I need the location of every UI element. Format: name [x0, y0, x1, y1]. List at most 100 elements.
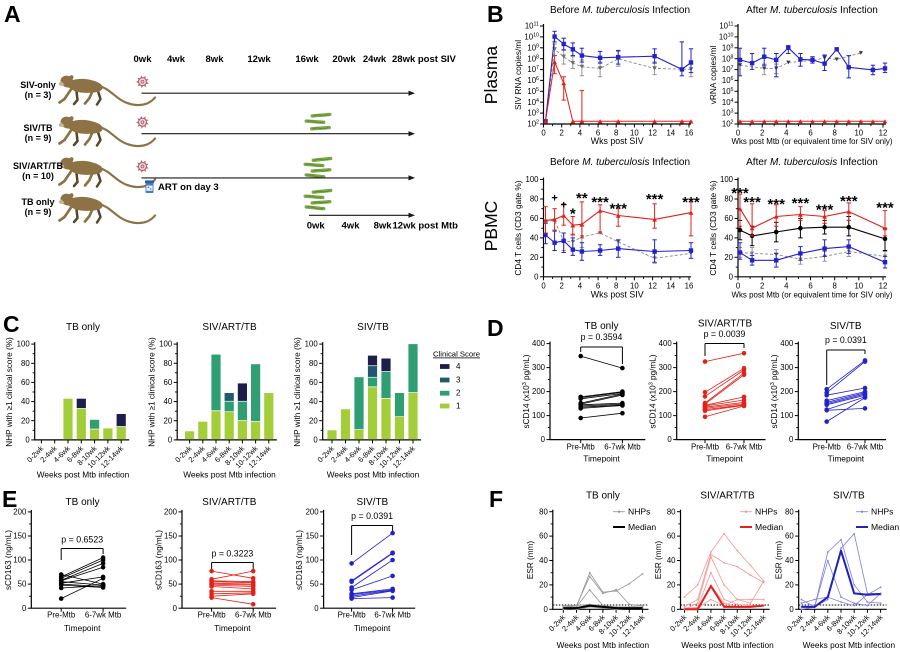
svg-text:sCD163 (ng/mL): sCD163 (ng/mL)	[155, 530, 164, 590]
svg-text:ART on day 3: ART on day 3	[158, 182, 219, 193]
svg-text:Pre-Mtb: Pre-Mtb	[567, 443, 596, 452]
svg-text:Timepoint: Timepoint	[583, 454, 620, 464]
svg-text:Timepoint: Timepoint	[828, 454, 865, 464]
svg-text:***: ***	[646, 191, 664, 208]
svg-text:0: 0	[541, 281, 546, 290]
svg-text:100: 100	[13, 556, 27, 565]
svg-text:100: 100	[525, 175, 539, 184]
svg-text:Before M. tuberculosis Infecti: Before M. tuberculosis Infection	[550, 157, 690, 168]
svg-text:0wk: 0wk	[307, 221, 326, 232]
svg-text:(n = 10): (n = 10)	[22, 171, 54, 181]
svg-text:4: 4	[578, 129, 583, 138]
svg-text:40: 40	[21, 397, 30, 406]
svg-text:NHPs: NHPs	[871, 507, 893, 517]
svg-text:104: 104	[527, 98, 539, 107]
svg-text:200: 200	[164, 508, 178, 517]
svg-text:0: 0	[541, 129, 546, 138]
svg-text:108: 108	[527, 54, 539, 63]
svg-text:CD4 T cells (CD3 gate %): CD4 T cells (CD3 gate %)	[513, 180, 523, 275]
svg-text:400: 400	[532, 339, 546, 348]
svg-text:C: C	[3, 311, 20, 337]
svg-text:60: 60	[309, 378, 318, 387]
svg-text:2: 2	[456, 389, 461, 398]
svg-text:4: 4	[784, 281, 789, 290]
svg-text:107: 107	[527, 65, 539, 74]
svg-text:1011: 1011	[719, 22, 733, 31]
svg-text:105: 105	[722, 87, 734, 96]
svg-text:6-7wk Mtb: 6-7wk Mtb	[235, 611, 272, 620]
svg-text:10: 10	[854, 281, 863, 290]
svg-text:2: 2	[760, 281, 764, 290]
svg-text:20: 20	[21, 416, 30, 425]
svg-text:40: 40	[309, 397, 318, 406]
svg-text:20: 20	[539, 581, 548, 590]
svg-text:NHPs: NHPs	[628, 507, 650, 517]
svg-text:40: 40	[667, 556, 676, 565]
svg-text:Timepoint: Timepoint	[354, 623, 391, 633]
svg-text:100: 100	[164, 556, 178, 565]
svg-text:Median: Median	[871, 522, 899, 532]
svg-text:PBMC: PBMC	[481, 201, 501, 252]
svg-text:***: ***	[731, 185, 749, 202]
svg-text:Clinical Score: Clinical Score	[433, 350, 480, 359]
svg-text:102: 102	[527, 120, 539, 129]
svg-text:2: 2	[560, 129, 564, 138]
svg-text:20: 20	[530, 253, 539, 262]
svg-text:0: 0	[22, 604, 27, 613]
svg-text:80: 80	[667, 507, 676, 516]
svg-text:60: 60	[539, 532, 548, 541]
svg-text:Timepoint: Timepoint	[214, 623, 251, 633]
svg-text:TB only: TB only	[585, 321, 619, 332]
svg-text:SIV/TB: SIV/TB	[830, 321, 862, 332]
svg-text:0wk: 0wk	[134, 54, 153, 65]
svg-text:6-7wk Mtb: 6-7wk Mtb	[374, 611, 411, 620]
svg-text:TB only: TB only	[66, 497, 100, 508]
svg-text:300: 300	[780, 363, 794, 372]
svg-text:1: 1	[456, 402, 461, 411]
svg-text:12: 12	[648, 281, 657, 290]
svg-text:After M. tuberculosis Infectio: After M. tuberculosis Infection	[746, 5, 878, 16]
svg-text:60: 60	[724, 214, 733, 223]
svg-text:12wk post Mtb: 12wk post Mtb	[393, 221, 459, 232]
svg-text:100: 100	[159, 340, 173, 349]
svg-text:100: 100	[306, 556, 320, 565]
svg-text:Pre-Mtb: Pre-Mtb	[47, 611, 76, 620]
svg-text:+: +	[560, 199, 566, 211]
svg-text:TB only: TB only	[66, 322, 100, 333]
svg-text:sCD163 (ng/mL): sCD163 (ng/mL)	[295, 530, 304, 590]
svg-text:vRNA copies/ml: vRNA copies/ml	[708, 46, 718, 105]
svg-text:**: **	[576, 190, 588, 207]
svg-text:SIV/TB: SIV/TB	[833, 491, 865, 502]
svg-text:SIV-only: SIV-only	[20, 80, 56, 90]
svg-text:0: 0	[173, 604, 178, 613]
svg-text:ESR (mm): ESR (mm)	[775, 541, 784, 579]
svg-text:150: 150	[306, 532, 320, 541]
svg-text:***: ***	[743, 194, 761, 211]
svg-text:NHPs: NHPs	[755, 507, 777, 517]
svg-text:40: 40	[530, 234, 539, 243]
svg-text:Weeks post Mtb infection: Weeks post Mtb infection	[681, 640, 774, 650]
svg-text:Pre-Mtb: Pre-Mtb	[813, 443, 842, 452]
svg-text:D: D	[487, 315, 504, 341]
svg-text:60: 60	[21, 378, 30, 387]
svg-text:***: ***	[767, 196, 785, 213]
svg-text:0: 0	[25, 436, 30, 445]
svg-text:1011: 1011	[525, 22, 539, 31]
svg-text:F: F	[489, 486, 503, 512]
svg-text:80: 80	[309, 359, 318, 368]
svg-text:0: 0	[789, 605, 794, 614]
svg-text:12: 12	[648, 129, 657, 138]
svg-text:20wk: 20wk	[332, 54, 356, 65]
svg-text:Plasma: Plasma	[481, 46, 501, 105]
svg-text:SIV/ART/TB: SIV/ART/TB	[202, 497, 257, 508]
svg-text:TB only: TB only	[22, 197, 55, 207]
svg-text:Weeks post Mtb infection: Weeks post Mtb infection	[37, 470, 130, 480]
svg-text:24wk: 24wk	[363, 54, 387, 65]
svg-text:1010: 1010	[524, 32, 539, 41]
svg-text:0: 0	[729, 272, 734, 281]
svg-text:12: 12	[879, 281, 888, 290]
svg-text:20: 20	[667, 581, 676, 590]
svg-text:6-7wk Mtb: 6-7wk Mtb	[726, 443, 763, 452]
svg-text:8wk: 8wk	[206, 54, 225, 65]
svg-text:102: 102	[722, 120, 734, 129]
